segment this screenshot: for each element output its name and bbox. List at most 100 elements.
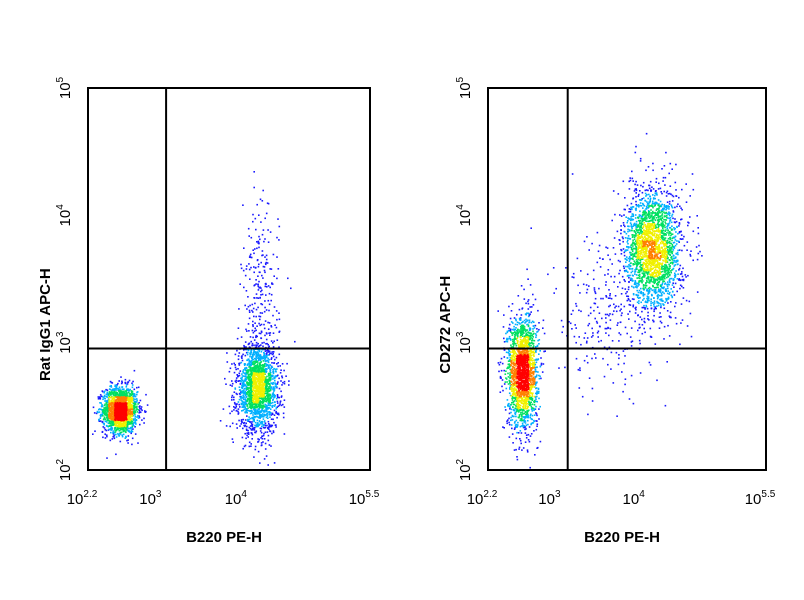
event-point <box>102 390 104 393</box>
event-point <box>631 208 633 211</box>
event-point <box>270 418 273 420</box>
event-point <box>267 388 269 390</box>
event-point <box>248 360 251 363</box>
event-point <box>261 413 264 415</box>
event-point <box>658 316 661 318</box>
event-point <box>673 294 676 296</box>
event-point <box>250 353 252 355</box>
event-point <box>114 385 116 388</box>
event-point <box>652 169 654 172</box>
event-point <box>674 181 677 184</box>
event-point <box>114 427 116 430</box>
event-point <box>627 228 629 231</box>
event-point <box>113 434 115 437</box>
event-point <box>258 420 261 422</box>
event-point <box>123 388 125 390</box>
event-point <box>247 323 250 325</box>
event-point <box>631 280 634 282</box>
event-point <box>644 200 647 202</box>
event-point <box>535 413 538 415</box>
event-point <box>269 334 271 336</box>
event-point <box>259 356 262 359</box>
event-point <box>264 381 266 383</box>
event-point <box>665 195 668 197</box>
event-point <box>265 360 268 362</box>
event-point <box>507 419 509 421</box>
event-point <box>257 359 260 362</box>
event-point <box>250 356 253 358</box>
event-point <box>262 355 265 357</box>
event-point <box>606 247 609 249</box>
event-point <box>514 425 517 428</box>
event-point <box>242 369 245 371</box>
event-point <box>110 413 112 416</box>
event-point <box>125 417 127 420</box>
event-point <box>236 337 239 340</box>
event-point <box>632 293 635 295</box>
event-point <box>629 230 631 232</box>
event-point <box>257 411 260 413</box>
event-point <box>259 427 262 430</box>
event-point <box>500 377 502 379</box>
event-point <box>527 278 529 280</box>
event-point <box>258 438 260 441</box>
event-point <box>595 320 598 323</box>
event-point <box>650 190 652 192</box>
event-point <box>115 402 117 405</box>
event-point <box>228 370 231 373</box>
plot-frame <box>487 87 767 471</box>
event-point <box>264 320 267 322</box>
event-point <box>515 318 517 320</box>
event-point <box>649 364 652 366</box>
event-point <box>115 400 117 402</box>
event-point <box>272 253 275 256</box>
event-point <box>257 275 259 277</box>
event-point <box>586 361 589 364</box>
event-point <box>674 282 677 285</box>
event-point <box>280 380 282 382</box>
event-point <box>629 300 632 302</box>
event-point <box>634 286 637 288</box>
event-point <box>264 427 266 429</box>
event-point <box>602 297 604 300</box>
event-point <box>240 403 243 406</box>
event-point <box>255 266 257 269</box>
event-point <box>108 425 111 427</box>
event-point <box>234 403 236 405</box>
event-point <box>634 151 637 154</box>
event-point <box>660 306 662 309</box>
event-point <box>264 300 266 302</box>
event-point <box>100 395 103 398</box>
event-point <box>252 373 255 376</box>
event-point <box>101 412 104 414</box>
event-point <box>631 177 634 180</box>
event-point <box>109 417 112 420</box>
event-point <box>624 258 626 260</box>
event-point <box>245 385 248 388</box>
event-point <box>262 373 264 376</box>
event-point <box>111 427 113 430</box>
event-point <box>642 185 644 188</box>
event-point <box>269 332 272 334</box>
event-point <box>254 327 256 330</box>
event-point <box>105 402 108 404</box>
event-point <box>642 197 645 199</box>
event-point <box>639 342 641 345</box>
event-point <box>688 300 691 303</box>
event-point <box>243 372 246 374</box>
event-point <box>257 289 260 291</box>
event-point <box>263 370 265 373</box>
event-point <box>264 285 267 288</box>
event-point <box>623 224 625 226</box>
event-point <box>249 383 252 386</box>
event-point <box>620 229 622 231</box>
event-point <box>116 393 119 396</box>
event-point <box>573 276 575 279</box>
event-point <box>248 426 251 429</box>
event-point <box>234 388 237 390</box>
event-point <box>136 393 138 396</box>
event-point <box>674 235 677 238</box>
event-point <box>256 422 259 424</box>
event-point <box>258 355 260 358</box>
event-point <box>586 337 589 339</box>
